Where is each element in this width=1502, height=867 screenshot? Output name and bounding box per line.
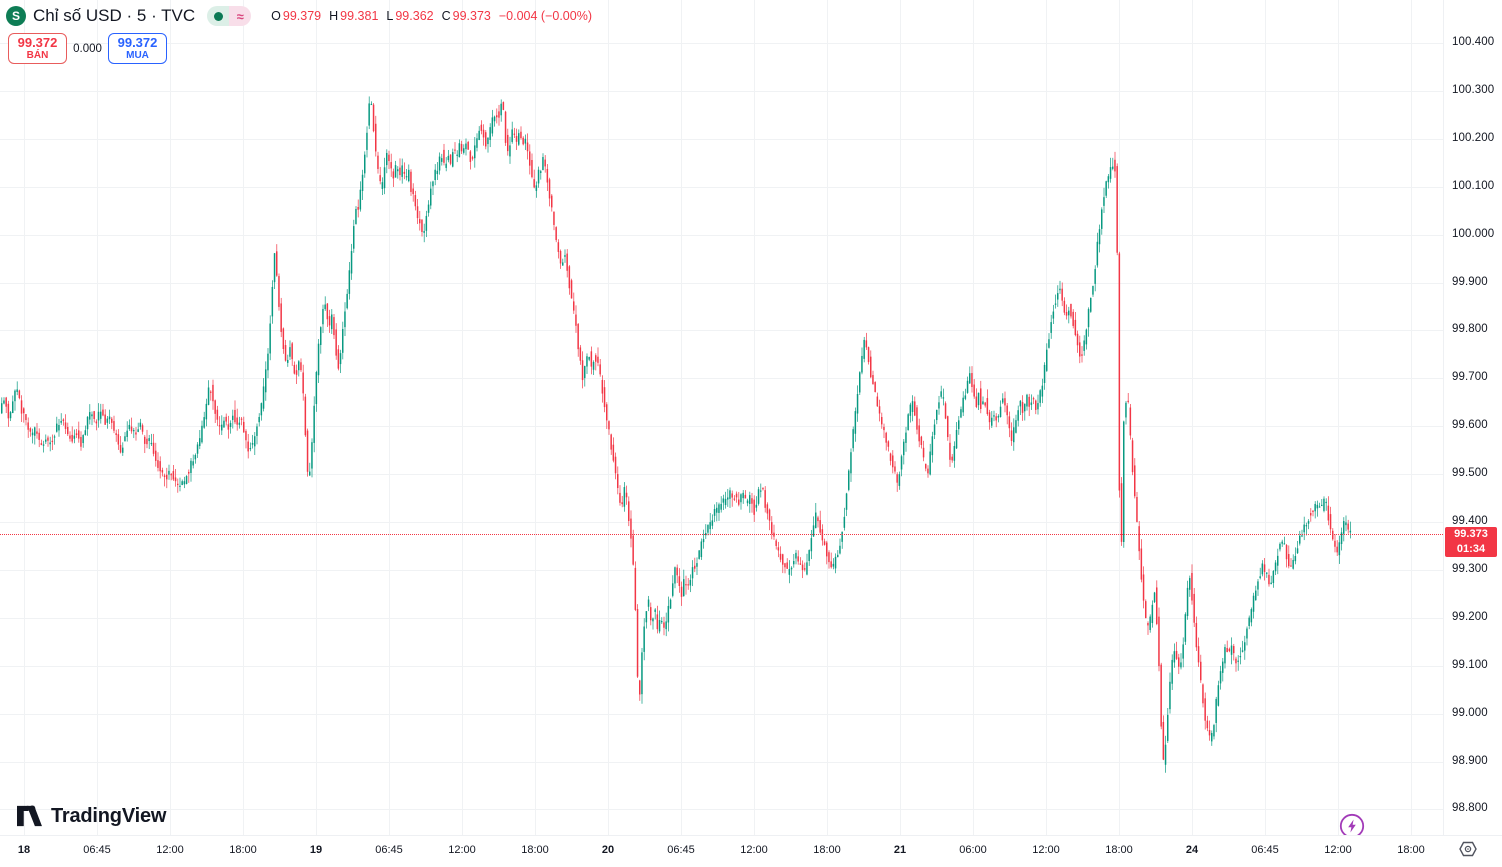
price-label: 99.200 [1452,610,1488,623]
time-label: 06:45 [375,844,403,856]
scale-settings-icon[interactable] [1459,841,1477,857]
time-label: 12:00 [1324,844,1352,856]
time-label: 18:00 [229,844,257,856]
price-label: 100.100 [1452,179,1495,192]
bar-countdown: 01:34 [1456,543,1486,556]
close-value: 99.373 [452,9,491,23]
trade-panel: 99.372 BÁN 0.000 99.372 MUA [8,33,167,64]
low-label: L [386,9,394,23]
price-label: 99.500 [1452,467,1488,480]
time-label: 12:00 [740,844,768,856]
market-open-dot-icon [213,11,223,21]
delayed-data-pill[interactable]: ≈ [229,6,252,26]
time-label: 18:00 [521,844,549,856]
time-label: 06:00 [959,844,987,856]
price-label: 100.000 [1452,227,1495,240]
time-label: 18:00 [1397,844,1425,856]
time-label-date: 20 [601,844,615,856]
buy-label: MUA [126,49,149,61]
time-label: 06:45 [667,844,695,856]
watermark-text: TradingView [51,804,167,827]
price-label: 99.000 [1452,706,1488,719]
price-label: 99.100 [1452,658,1488,671]
sell-price: 99.372 [17,34,58,50]
market-status-pill[interactable] [207,6,230,26]
price-label: 98.800 [1452,802,1488,815]
time-axis[interactable]: 18 06:45 12:00 18:00 19 06:45 12:00 18:00 20 06:4… [0,835,1502,867]
price-label: 99.300 [1452,562,1488,575]
time-label: 12:00 [1032,844,1060,856]
time-label-date: 24 [1185,844,1199,856]
price-label: 100.300 [1452,83,1495,96]
last-price-badge: 99.373 01:34 [1445,527,1497,558]
time-label: 06:45 [1251,844,1279,856]
ohlc-values: O 99.379 H 99.381 L 99.362 C 99.373 −0.0… [263,9,592,23]
tradingview-logo-icon [17,805,42,827]
buy-price: 99.372 [117,34,158,50]
last-price-value: 99.373 [1454,528,1488,541]
time-label: 18:00 [1105,844,1133,856]
symbol-title[interactable]: Chỉ số USD · 5 · TVC [33,6,196,25]
spread-value: 0.000 [73,42,102,55]
high-value: 99.381 [340,9,379,23]
price-label: 99.900 [1452,275,1488,288]
candlestick-chart[interactable] [0,0,1443,835]
buy-button[interactable]: 99.372 MUA [108,33,167,64]
time-label: 12:00 [156,844,184,856]
time-label-date: 21 [893,844,907,856]
price-label: 98.900 [1452,754,1488,767]
price-label: 100.200 [1452,131,1495,144]
price-label: 99.700 [1452,371,1488,384]
price-axis[interactable]: 99.373 01:34 100.400 100.300 100.200 100.10… [1443,0,1502,835]
open-label: O [271,9,281,23]
change-value: −0.004 (−0.00%) [498,9,592,23]
symbol-logo-icon: S [6,6,26,26]
tradingview-watermark[interactable]: TradingView [17,804,166,828]
symbol-legend: S Chỉ số USD · 5 · TVC ≈ O 99.379 H 99.3… [6,5,592,27]
low-value: 99.362 [395,9,434,23]
status-pills: ≈ [207,6,252,26]
time-label-date: 18 [17,844,31,856]
time-label: 12:00 [448,844,476,856]
time-label-date: 19 [309,844,323,856]
price-label: 99.800 [1452,323,1488,336]
price-label: 100.400 [1452,36,1495,48]
time-label: 18:00 [813,844,841,856]
time-label: 06:45 [83,844,111,856]
open-value: 99.379 [282,9,322,23]
high-label: H [329,9,339,23]
sell-button[interactable]: 99.372 BÁN [8,33,67,64]
price-label: 99.400 [1452,515,1488,527]
close-label: C [441,9,451,23]
price-label: 99.600 [1452,419,1488,432]
sell-label: BÁN [26,49,49,61]
